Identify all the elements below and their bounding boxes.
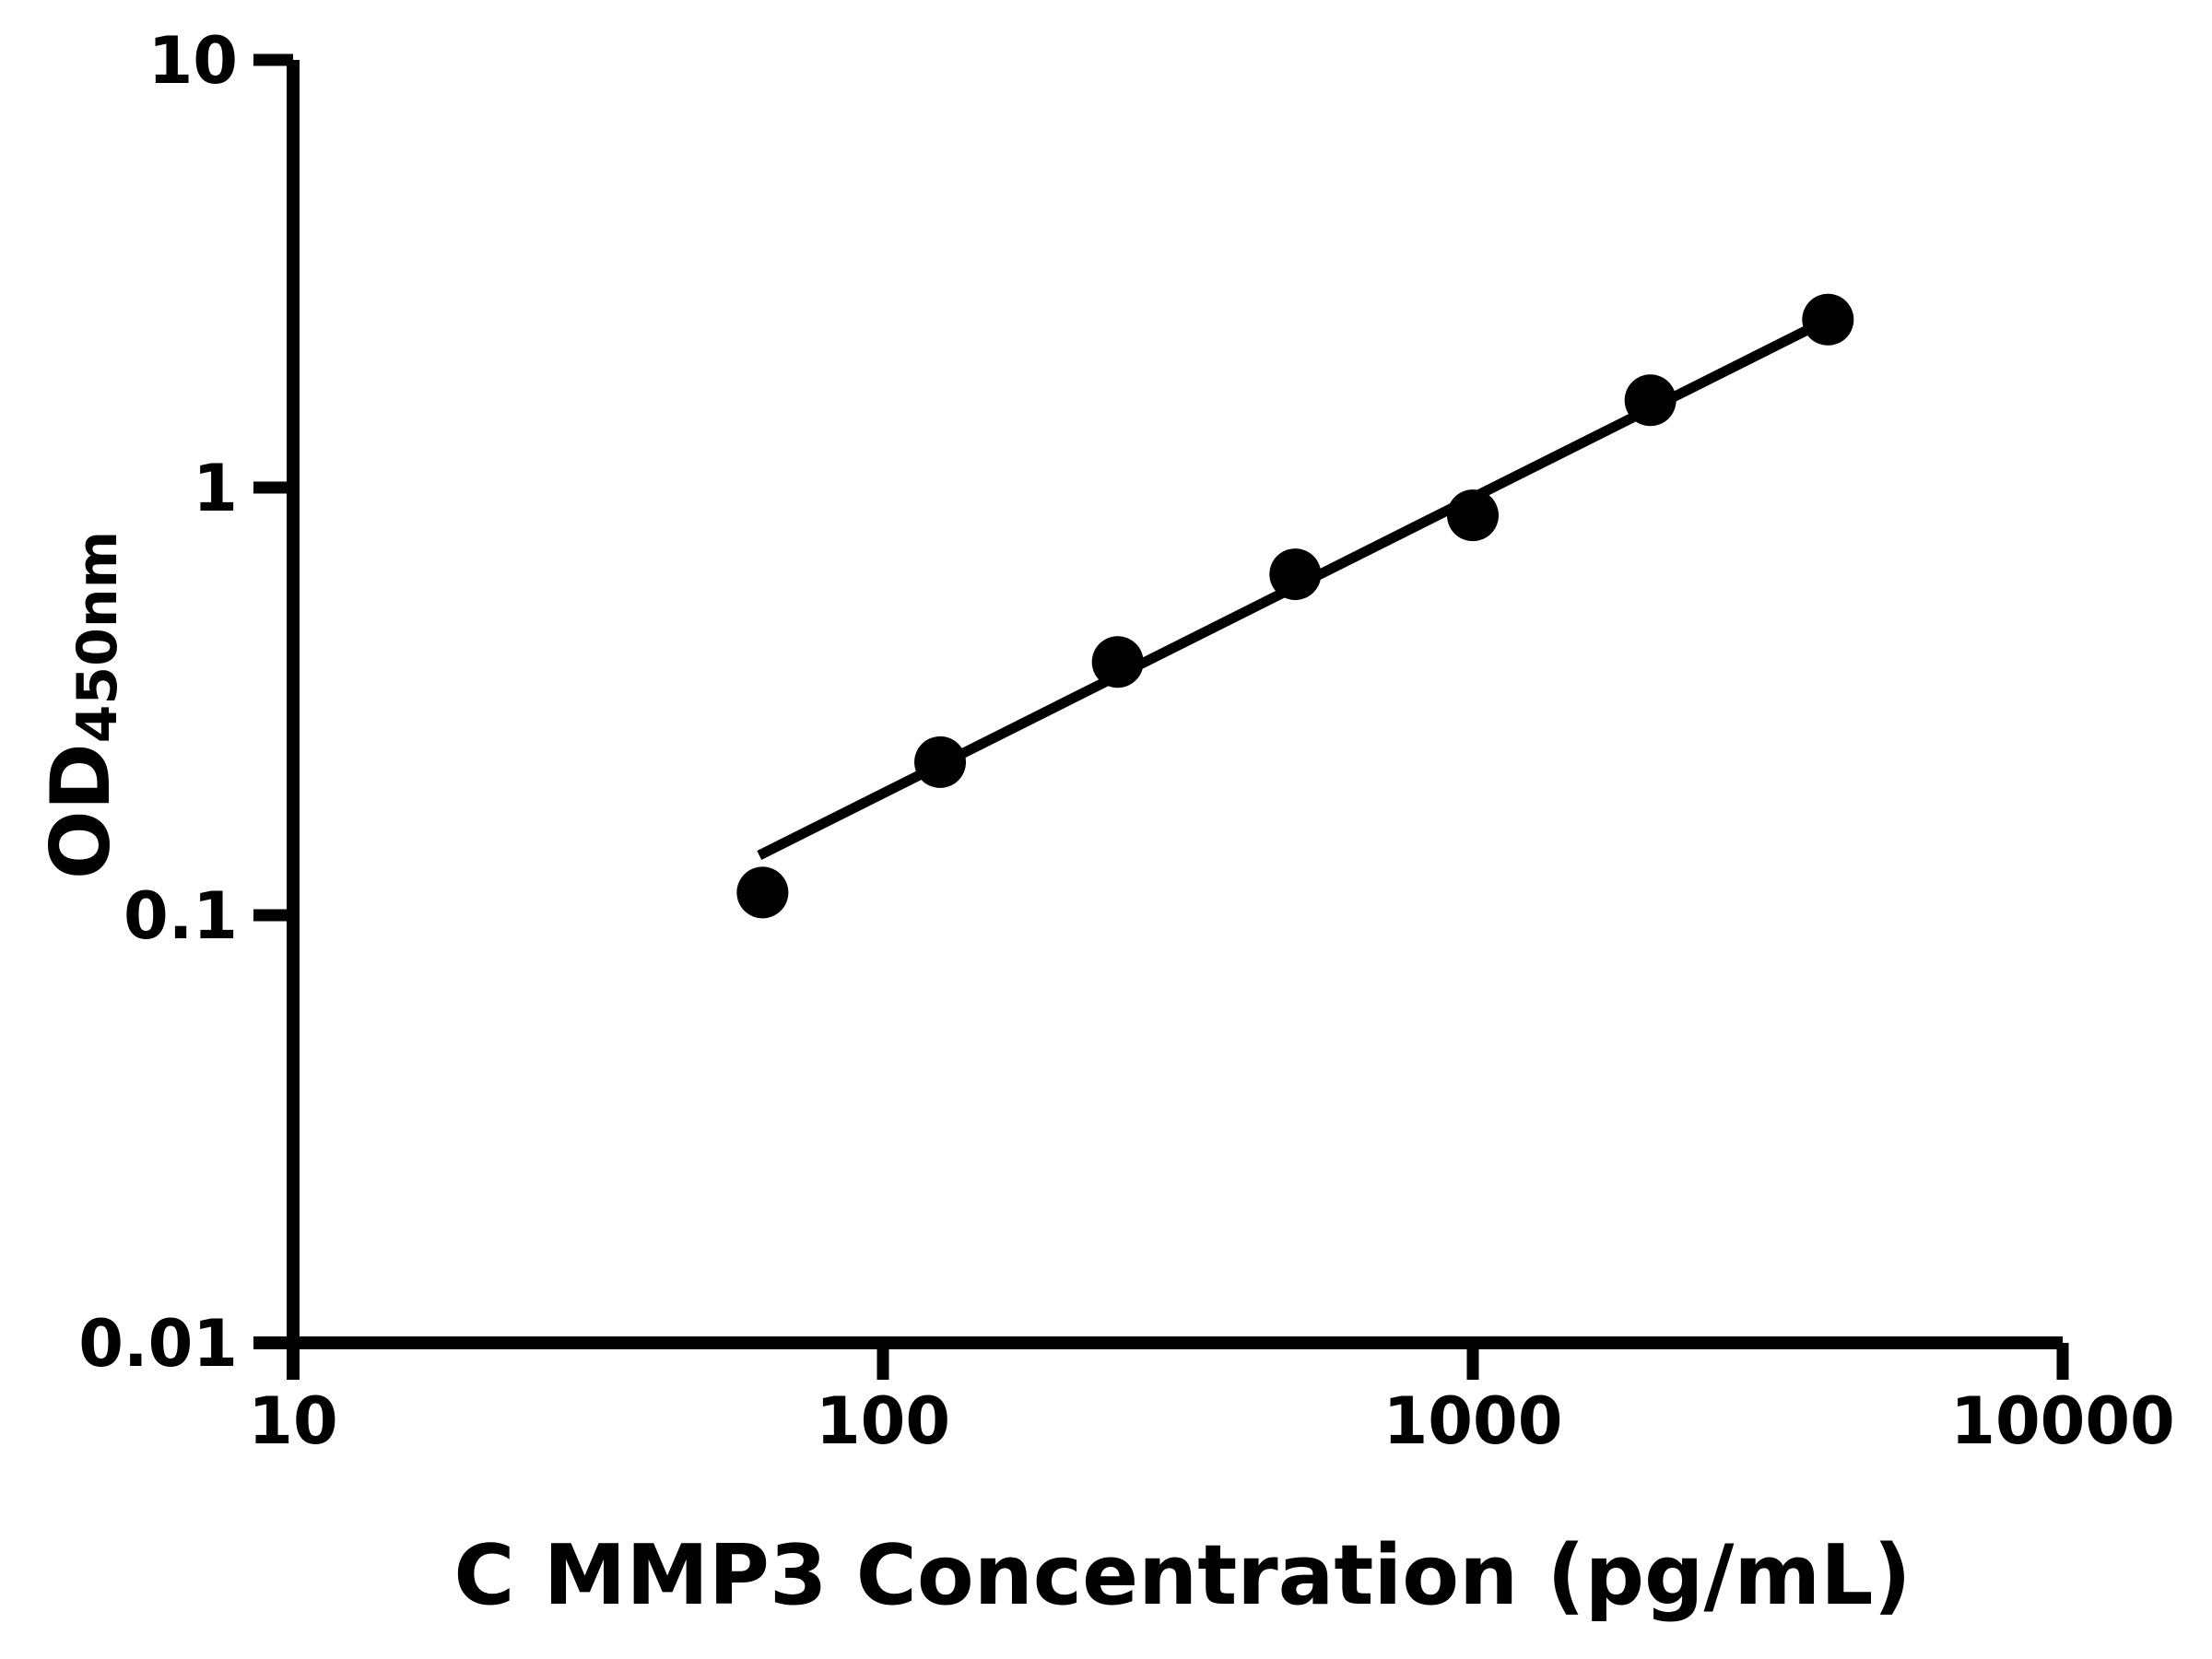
x-axis-title: C MMP3 Concentration (pg/mL) (453, 1527, 1911, 1624)
data-point (1802, 293, 1854, 346)
x-tick-label: 10 (248, 1383, 337, 1459)
y-tick-label: 10 (148, 23, 238, 99)
y-axis-title-subscript: 450nm (65, 531, 130, 743)
data-point (1447, 489, 1499, 542)
y-axis-title-main: OD (33, 743, 128, 879)
y-axis-ticks: 10 1 0.1 0.01 (78, 23, 293, 1382)
y-tick-label: 0.01 (78, 1306, 238, 1382)
data-point (914, 735, 967, 788)
data-points (736, 293, 1854, 919)
y-tick-label: 1 (193, 451, 238, 526)
data-point (1269, 548, 1322, 601)
data-point (1624, 374, 1677, 427)
x-tick-label: 100 (816, 1383, 950, 1459)
data-point (736, 866, 789, 919)
y-tick-label: 0.1 (124, 878, 238, 954)
x-axis-ticks: 10 100 1000 10000 (248, 1343, 2175, 1459)
x-tick-label: 10000 (1950, 1383, 2175, 1459)
data-point (1091, 636, 1144, 688)
y-axis-title: OD450nm (33, 531, 130, 879)
x-tick-label: 1000 (1383, 1383, 1563, 1459)
axes (253, 60, 2063, 1380)
